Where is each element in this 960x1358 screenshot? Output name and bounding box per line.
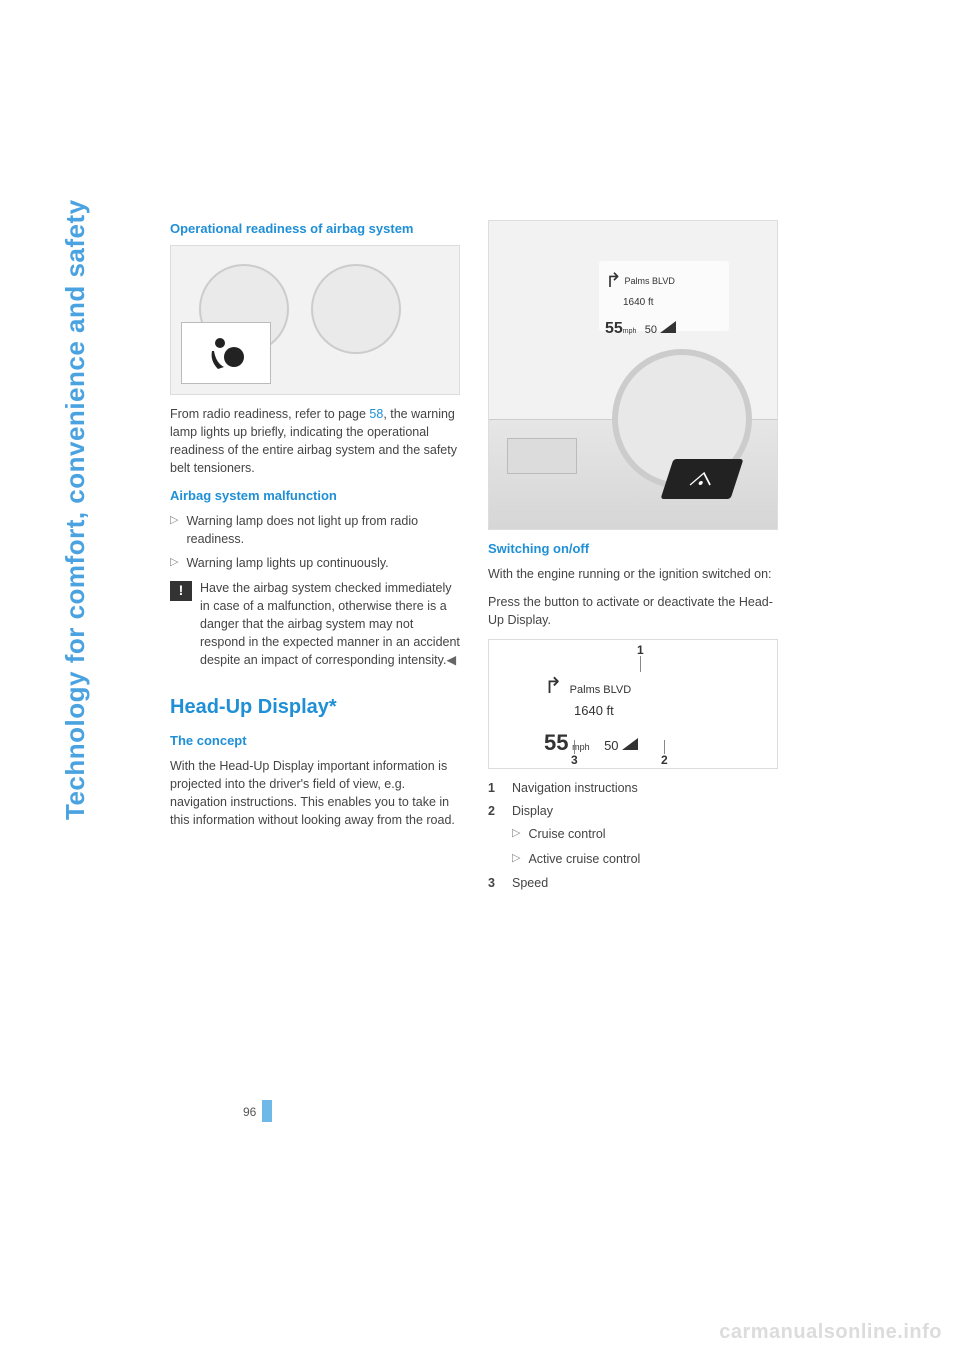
left-column: Operational readiness of airbag system F… (170, 220, 460, 897)
hud-speed: 55 (544, 730, 568, 755)
list-text: Navigation instructions (512, 779, 638, 797)
list-number: 2 (488, 802, 502, 820)
turn-arrow-icon: ↱ (544, 673, 562, 698)
list-item: 1 Navigation instructions (488, 779, 778, 797)
text: From radio readiness, refer to page (170, 407, 369, 421)
airbag-indicator-box (181, 322, 271, 384)
numbered-list: 1 Navigation instructions 2 Display ▷ Cr… (488, 779, 778, 892)
list-text: Display (512, 802, 553, 820)
watermark: carmanualsonline.info (719, 1321, 942, 1344)
warning-icon (170, 581, 192, 601)
bullet-item: ▷ Warning lamp does not light up from ra… (170, 512, 460, 548)
bullet-text: Warning lamp does not light up from radi… (186, 512, 460, 548)
end-marker-icon: ◀ (446, 653, 456, 667)
heading-head-up-display: Head-Up Display* (170, 693, 460, 722)
heading-airbag-readiness: Operational readiness of airbag system (170, 220, 460, 239)
list-number: 3 (488, 874, 502, 892)
list-text: Speed (512, 874, 548, 892)
hud-limit: 50 (645, 324, 657, 336)
gauge-right (311, 264, 401, 354)
hud-display-content: ↱ Palms BLVD 1640 ft 55 mph 50 (544, 670, 638, 759)
heading-airbag-malfunction: Airbag system malfunction (170, 487, 460, 506)
bullet-text: Warning lamp lights up continuously. (186, 554, 388, 572)
para-switching-1: With the engine running or the ignition … (488, 565, 778, 583)
callout-line (640, 656, 641, 672)
figure-instrument-cluster (170, 245, 460, 395)
heading-switching: Switching on/off (488, 540, 778, 559)
bullet-text: Cruise control (528, 825, 605, 843)
para-concept: With the Head-Up Display important infor… (170, 757, 460, 830)
airbag-icon (206, 333, 246, 373)
sub-bullet-item: ▷ Active cruise control (512, 850, 778, 868)
sub-bullet-item: ▷ Cruise control (512, 825, 778, 843)
page-number: 96 (243, 1105, 256, 1119)
hud-toggle-button (661, 459, 744, 499)
section-side-title: Technology for comfort, convenience and … (60, 199, 91, 820)
warning-text-wrap: Have the airbag system checked immediate… (200, 579, 460, 670)
hud-distance: 1640 ft (623, 296, 723, 311)
hud-street: Palms BLVD (625, 276, 675, 286)
page-link-58[interactable]: 58 (369, 407, 383, 421)
triangle-bullet-icon: ▷ (170, 554, 178, 572)
turn-arrow-icon: ↱ (605, 267, 622, 296)
ramp-icon (622, 738, 638, 750)
callout-2: 2 (661, 752, 668, 769)
page-content: Operational readiness of airbag system F… (170, 220, 880, 897)
warning-text: Have the airbag system checked immediate… (200, 581, 460, 668)
triangle-bullet-icon: ▷ (170, 512, 178, 548)
hud-speed-unit: mph (623, 328, 637, 335)
bullet-item: ▷ Warning lamp lights up continuously. (170, 554, 460, 572)
triangle-bullet-icon: ▷ (512, 825, 520, 843)
figure-dashboard-hud: ↱ Palms BLVD 1640 ft 55mph 50 (488, 220, 778, 530)
para-switching-2: Press the button to activate or deactiva… (488, 593, 778, 629)
page-marker (262, 1100, 272, 1122)
hud-speed: 55 (605, 320, 623, 337)
figure-hud-callouts: 1 ↱ Palms BLVD 1640 ft 55 mph 50 3 2 (488, 639, 778, 769)
hud-distance: 1640 ft (574, 702, 638, 721)
hud-street: Palms BLVD (570, 684, 632, 696)
hud-button-icon (687, 471, 716, 487)
hud-projection: ↱ Palms BLVD 1640 ft 55mph 50 (599, 261, 729, 331)
hud-limit: 50 (604, 738, 618, 753)
heading-the-concept: The concept (170, 732, 460, 751)
callout-3: 3 (571, 752, 578, 769)
right-column: ↱ Palms BLVD 1640 ft 55mph 50 Switching … (488, 220, 778, 897)
air-vent (507, 438, 577, 474)
list-item: 2 Display (488, 802, 778, 820)
para-airbag-readiness: From radio readiness, refer to page 58, … (170, 405, 460, 478)
list-item: 3 Speed (488, 874, 778, 892)
triangle-bullet-icon: ▷ (512, 850, 520, 868)
ramp-icon (660, 321, 676, 333)
bullet-text: Active cruise control (528, 850, 640, 868)
warning-block: Have the airbag system checked immediate… (170, 579, 460, 670)
list-number: 1 (488, 779, 502, 797)
